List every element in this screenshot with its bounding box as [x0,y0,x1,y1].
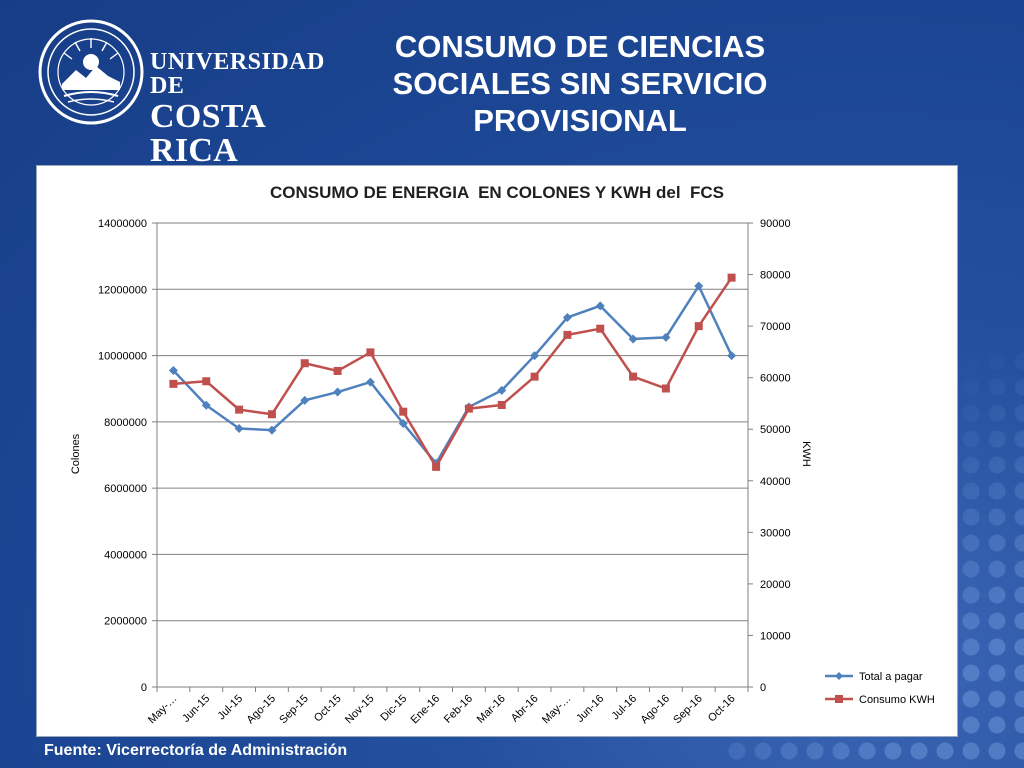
right-tick-label: 30000 [760,527,791,539]
data-point [267,425,277,435]
right-tick-label: 40000 [760,476,791,488]
x-tick-label: Ene-16 [409,693,443,727]
data-point [464,404,473,413]
right-tick-label: 10000 [760,630,791,642]
x-tick-label: Ago-16 [638,693,672,727]
left-tick-label: 4000000 [104,549,147,561]
data-point [661,384,670,393]
chart-series [168,273,737,471]
left-tick-label: 10000000 [98,351,147,363]
data-point [201,400,211,410]
legend-label: Total a pagar [859,671,923,683]
right-tick-label: 0 [760,682,766,694]
x-tick-label: Feb-16 [442,693,475,726]
data-point [562,312,572,322]
left-tick-label: 6000000 [104,483,147,495]
x-tick-label: Jun-16 [574,693,606,725]
data-point [596,324,605,333]
data-point [629,372,638,381]
x-tick-label: May-… [146,693,180,727]
university-name: UNIVERSIDAD DE COSTA RICA [150,50,338,168]
data-point [595,301,605,311]
x-tick-label: Oct-16 [706,693,738,725]
data-point [300,359,309,368]
left-tick-label: 12000000 [98,284,147,296]
data-point [235,405,244,414]
slide-title: CONSUMO DE CIENCIAS SOCIALES SIN SERVICI… [392,29,768,138]
left-tick-label: 0 [141,682,147,694]
data-point [300,395,310,405]
plot-frame [156,223,749,687]
series-line-1 [172,284,733,465]
university-name-line1: UNIVERSIDAD DE [150,49,325,99]
data-point [694,322,703,331]
data-point [694,281,704,291]
right-tick-label: 20000 [760,579,791,591]
university-logo: UNIVERSIDAD DE COSTA RICA [38,18,338,168]
data-point [202,377,211,386]
x-tick-label: Dic-15 [378,693,409,724]
data-point [497,385,507,395]
x-tick-label: Sep-15 [277,693,311,727]
data-point [628,334,638,344]
right-tick-label: 90000 [760,218,791,230]
data-point [727,351,737,361]
data-point [661,332,671,342]
x-tick-label: Nov-15 [343,693,377,727]
data-point [169,379,178,388]
left-tick-label: 8000000 [104,417,147,429]
x-tick-label: Ago-15 [244,693,278,727]
data-point [267,410,276,419]
x-tick-label: Jun-15 [180,693,212,725]
x-tick-label: May-… [540,693,574,727]
x-axis-ticks: May-… Jun-15 Jul-15 Ago-15 Sep-15 Oct-15 Nov-1… [146,687,749,727]
x-tick-label: Mar-16 [475,693,508,726]
data-point [234,423,244,433]
right-tick-label: 60000 [760,373,791,385]
data-point [727,273,736,282]
chart-grid [157,222,748,688]
data-point [366,348,375,357]
chart-panel: CONSUMO DE ENERGIA EN COLONES Y KWH del … [36,165,958,737]
x-tick-label: Abr-16 [509,693,541,725]
data-point [333,366,342,375]
left-axis-ticks: 0 2000000 4000000 6000000 8000000 10000000 120… [98,218,157,694]
right-axis-ticks: 0 10000 20000 30000 40000 50000 60000 70000 8000… [748,218,791,694]
left-axis-label: Colones [70,433,82,474]
data-point [530,351,540,361]
energy-consumption-chart: CONSUMO DE ENERGIA EN COLONES Y KWH del … [70,183,935,727]
right-tick-label: 80000 [760,270,791,282]
data-point [365,377,375,387]
data-point [530,372,539,381]
right-tick-label: 50000 [760,424,791,436]
university-seal-icon [38,19,144,125]
legend-marker [835,695,843,703]
right-axis-label: KWH [800,441,812,467]
data-point [563,330,572,339]
chart-title: CONSUMO DE ENERGIA EN COLONES Y KWH del … [270,183,724,202]
left-tick-label: 2000000 [104,616,147,628]
data-point [399,407,408,416]
x-tick-label: Jul-16 [610,693,640,723]
left-tick-label: 14000000 [98,218,147,230]
data-point [168,365,178,375]
chart-legend: Total a pagar Consumo KWH [825,671,935,706]
x-tick-label: Sep-16 [671,693,705,727]
data-point [497,400,506,409]
x-tick-label: Jul-15 [216,693,246,723]
data-point [333,387,343,397]
legend-label: Consumo KWH [859,694,935,706]
x-tick-label: Oct-15 [312,693,344,725]
series-line-2 [173,276,733,469]
data-point [398,419,408,429]
source-note: Fuente: Vicerrectoría de Administración [44,742,348,759]
data-point [432,462,441,471]
university-name-line2: COSTA RICA [150,98,265,169]
right-tick-label: 70000 [760,321,791,333]
legend-marker [835,672,843,680]
